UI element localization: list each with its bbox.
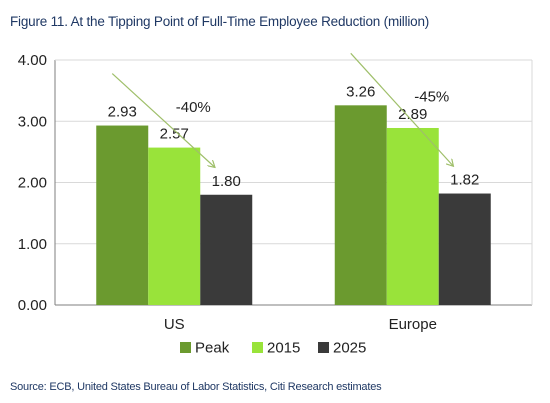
legend-swatch [318, 342, 329, 353]
bar-peak-us [96, 125, 149, 305]
chart-source: Source: ECB, United States Bureau of Lab… [10, 381, 382, 393]
data-label: 3.26 [346, 83, 375, 100]
bar-peak-europe [334, 105, 387, 305]
legend-label: Peak [195, 340, 230, 357]
bar-2015-europe [386, 127, 439, 305]
y-tick-label: 3.00 [18, 113, 47, 130]
y-tick-label: 1.00 [18, 236, 47, 253]
data-label: 1.80 [212, 173, 241, 190]
data-label: 2.57 [160, 126, 189, 143]
data-label: 2.93 [108, 104, 137, 121]
bar-2015-us [148, 147, 201, 305]
y-tick-label: 0.00 [18, 297, 47, 314]
chart-title: Figure 11. At the Tipping Point of Full-… [10, 14, 430, 29]
y-tick-label: 2.00 [18, 175, 47, 192]
decrease-arrow [350, 52, 453, 165]
data-label: 1.82 [450, 172, 479, 189]
x-tick-label: Europe [389, 316, 437, 333]
bar-2025-europe [438, 193, 491, 305]
legend-label: 2015 [267, 340, 300, 357]
bar-2025-us [200, 194, 253, 305]
legend-swatch [180, 342, 191, 353]
percent-change-annotation: -45% [414, 88, 449, 105]
x-tick-label: US [164, 316, 185, 333]
decrease-arrow [111, 73, 214, 167]
percent-change-annotation: -40% [176, 99, 211, 116]
legend-label: 2025 [333, 340, 366, 357]
legend-swatch [252, 342, 263, 353]
y-tick-label: 4.00 [18, 52, 47, 69]
data-label: 2.89 [398, 106, 427, 123]
